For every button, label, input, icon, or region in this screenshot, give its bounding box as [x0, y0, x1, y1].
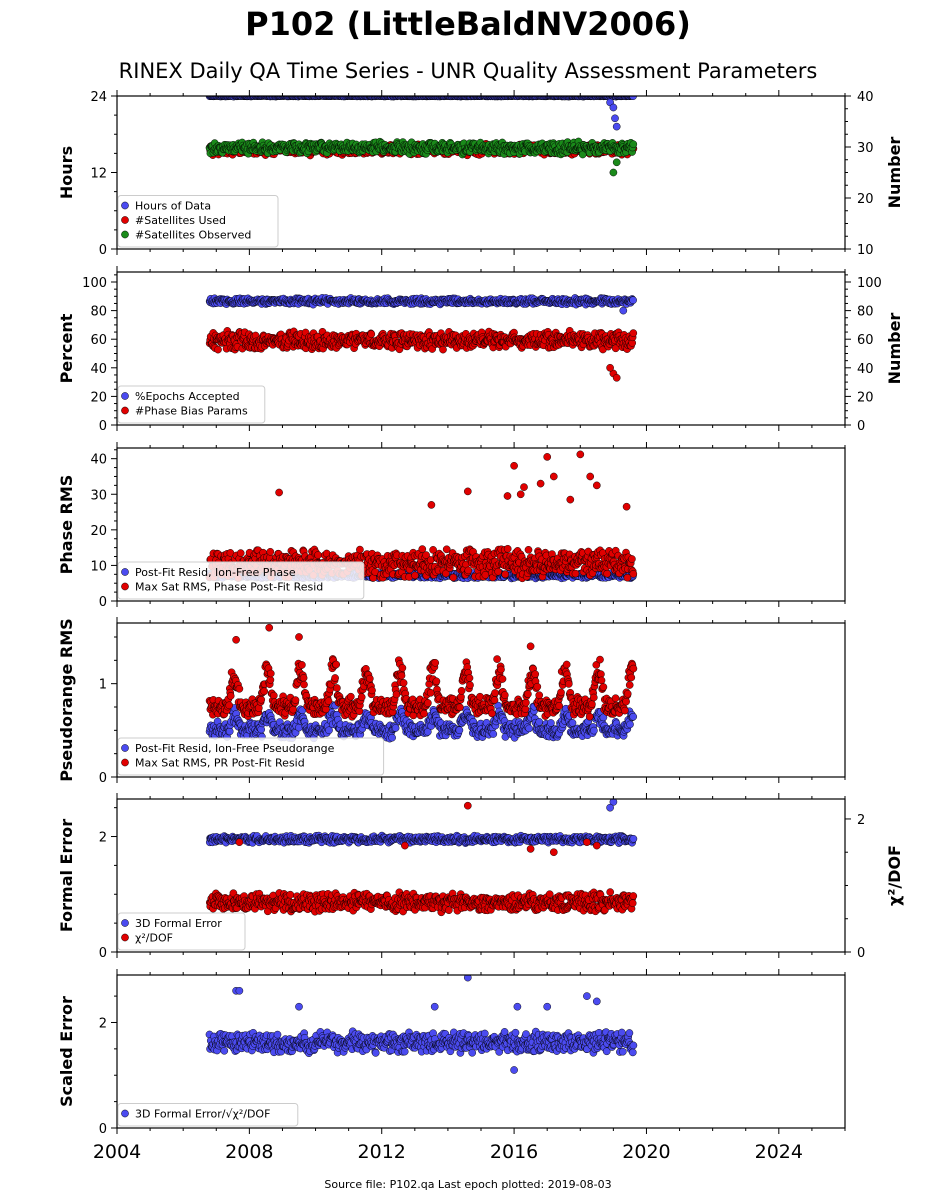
y-tick-label-right: 30	[857, 141, 874, 156]
data-point	[411, 571, 419, 580]
y-tick-label-right: 100	[857, 276, 882, 291]
y-tick-label-right: 20	[857, 192, 874, 207]
series-1-points	[205, 96, 637, 131]
y-tick-label: 100	[82, 276, 107, 291]
data-point	[266, 547, 275, 556]
data-point	[418, 545, 427, 553]
data-point	[606, 363, 614, 372]
data-point	[612, 373, 621, 382]
data-point	[612, 158, 621, 167]
legend-marker	[121, 392, 129, 400]
y-tick-label: 40	[90, 362, 107, 377]
data-point	[214, 345, 222, 354]
y-tick-label: 80	[90, 305, 107, 320]
y-tick-label: 0	[99, 419, 107, 434]
data-point	[429, 546, 437, 554]
y-tick-label-right: 0	[857, 419, 865, 434]
y-tick-label-right: 40	[857, 90, 874, 105]
data-point	[439, 345, 447, 354]
y-tick-label-right: 20	[857, 390, 874, 405]
data-point	[501, 570, 510, 579]
series-2-points	[205, 450, 638, 583]
series-2-points	[205, 326, 638, 382]
y-tick-label-right: 80	[857, 305, 874, 320]
data-point	[464, 566, 473, 575]
data-point	[481, 571, 490, 579]
data-point	[494, 567, 503, 576]
panel-2: 0 20 40 60 80 100 0 20 40 60 80 100 Percent Number %Ep…	[57, 266, 904, 434]
y-axis-label: Percent	[57, 313, 76, 383]
y-tick-label: 60	[90, 333, 107, 348]
y-axis-label: Hours	[57, 146, 76, 199]
legend-marker	[121, 230, 129, 239]
legend-label: #Satellites Observed	[135, 229, 251, 242]
legend-label: %Epochs Accepted	[135, 390, 240, 403]
data-point	[314, 551, 322, 559]
series-3-points	[205, 137, 638, 177]
legend-label: #Phase Bias Params	[135, 405, 248, 418]
data-point	[442, 569, 450, 578]
data-point	[611, 114, 619, 123]
legend-marker	[121, 406, 129, 415]
data-point	[629, 140, 638, 149]
legend: Hours of Data#Satellites Used #Satellites…	[117, 195, 279, 248]
data-point	[367, 330, 376, 338]
data-point	[503, 544, 512, 553]
y-axis-label-right: Number	[885, 137, 904, 209]
legend-marker	[121, 201, 129, 210]
data-point	[629, 329, 638, 337]
data-point	[449, 573, 458, 582]
data-point	[236, 549, 245, 557]
y-tick-label: 20	[90, 390, 107, 405]
y-axis-label-right: Number	[885, 313, 904, 385]
y-tick-label: 24	[90, 90, 107, 105]
y-tick-label: 12	[90, 167, 107, 182]
legend: %Epochs Accepted #Phase Bias Params	[117, 385, 266, 424]
legend-label: #Satellites Used	[135, 214, 226, 227]
plot-area	[205, 294, 638, 382]
figure-subtitle: RINEX Daily QA Time Series - UNR Quality…	[119, 59, 818, 83]
y-tick-label-right: 10	[857, 243, 874, 258]
y-tick-label: 0	[99, 243, 107, 258]
legend-marker	[121, 216, 129, 224]
data-point	[609, 168, 618, 177]
data-point	[612, 122, 621, 131]
y-tick-label-right: 60	[857, 333, 874, 348]
y-tick-label-right: 40	[857, 362, 874, 377]
legend-box	[117, 195, 279, 248]
data-point	[356, 545, 364, 554]
data-point	[442, 545, 451, 554]
data-point	[619, 306, 628, 315]
data-point	[609, 103, 618, 112]
plot-area	[205, 96, 638, 177]
legend-label: Hours of Data	[135, 200, 211, 213]
data-point	[524, 545, 533, 554]
figure-title: P102 (LittleBaldNV2006)	[245, 5, 691, 43]
series-1-points	[205, 294, 637, 315]
legend-box	[117, 385, 266, 424]
data-point	[629, 296, 637, 305]
